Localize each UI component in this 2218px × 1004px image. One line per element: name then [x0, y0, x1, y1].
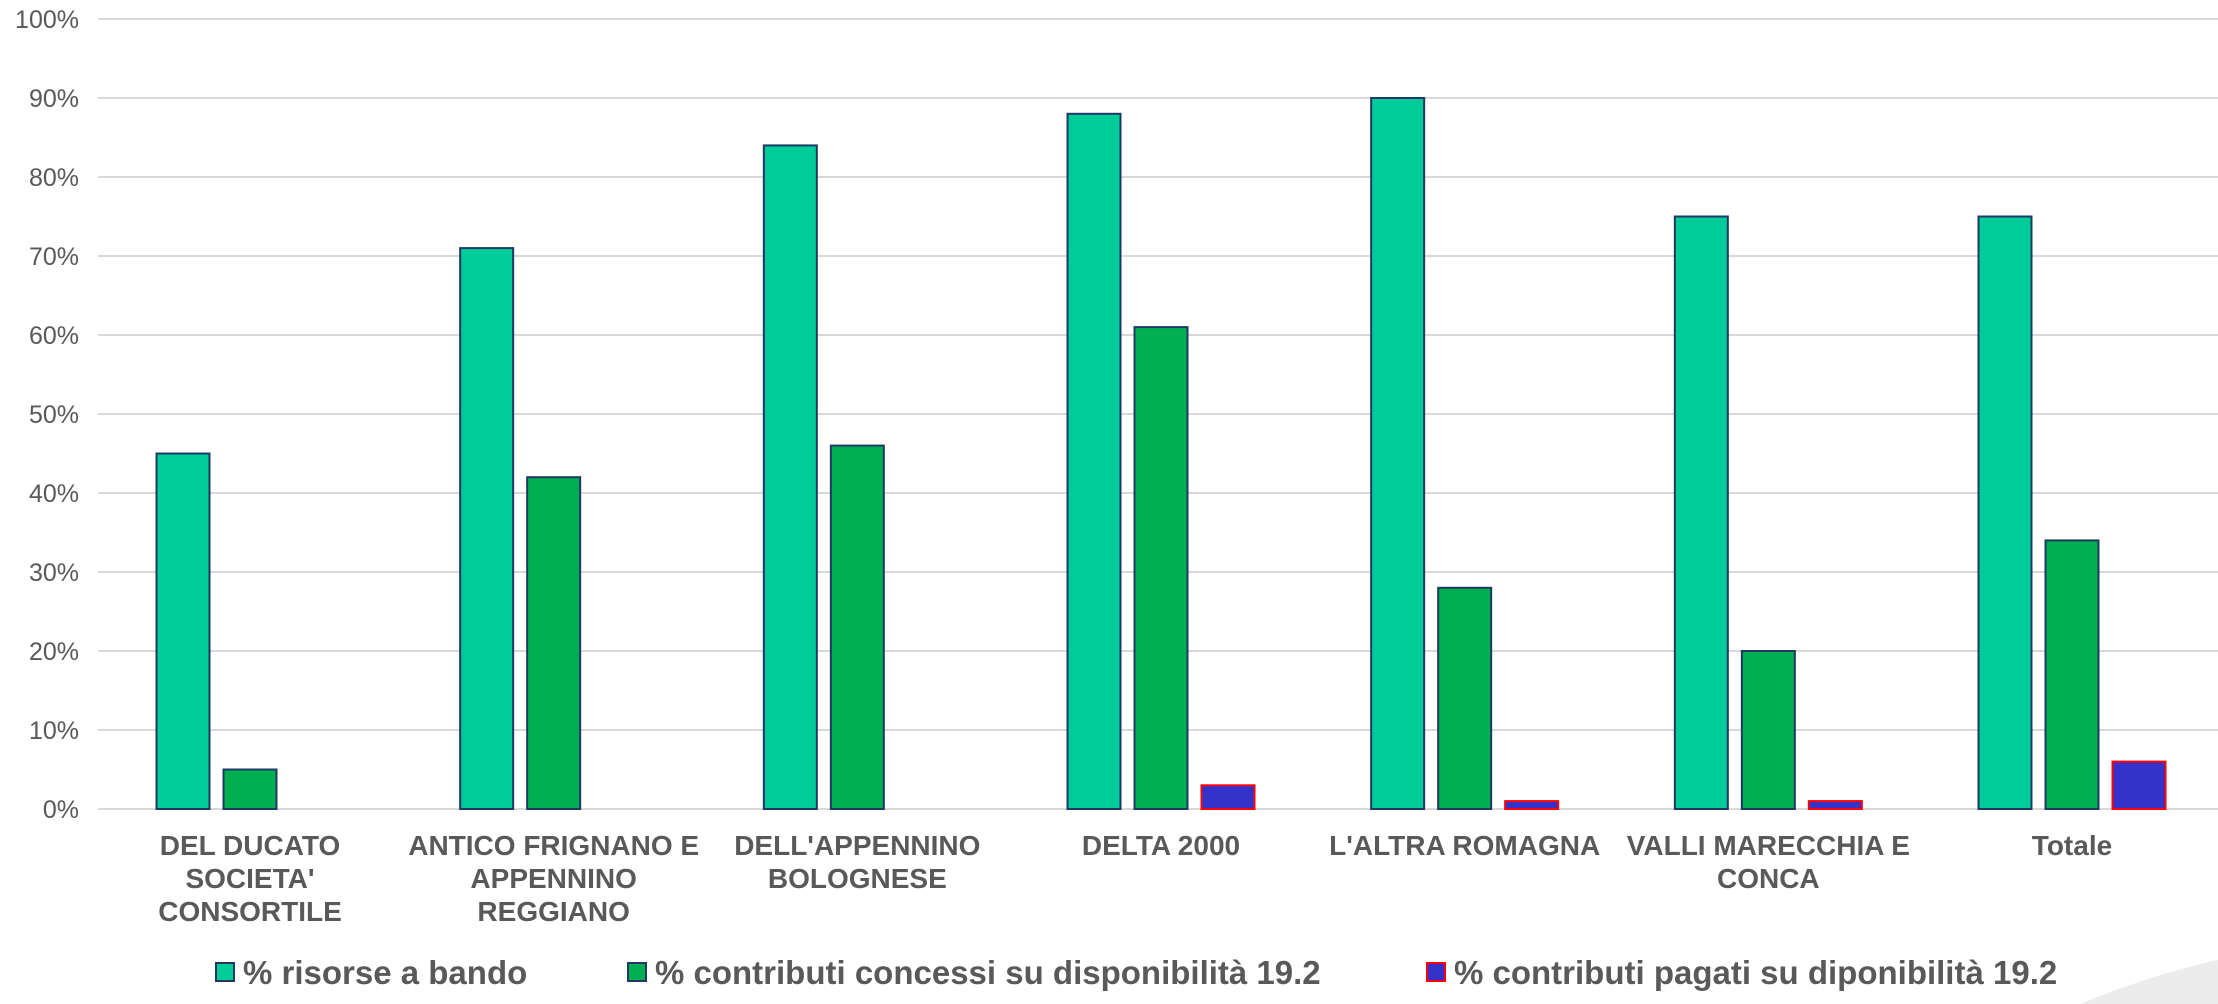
bar-1-3: [764, 145, 817, 809]
y-tick-label: 50%: [29, 401, 79, 429]
legend-swatch-3: [1427, 963, 1445, 981]
legend-label-3: % contributi pagati su diponibilità 19.2: [1454, 954, 2057, 991]
legend-label-1: % risorse a bando: [243, 954, 527, 991]
corner-decoration: [2080, 960, 2218, 1004]
x-tick-label: DELTA 2000: [1082, 830, 1240, 861]
bar-3-7: [2113, 762, 2166, 809]
bar-1-7: [1979, 217, 2032, 810]
y-tick-label: 90%: [29, 85, 79, 113]
bar-1-4: [1068, 114, 1121, 809]
y-tick-label: 70%: [29, 243, 79, 271]
bar-3-4: [1202, 785, 1255, 809]
x-tick-label: Totale: [2032, 830, 2112, 861]
bar-1-5: [1371, 98, 1424, 809]
bar-1-6: [1675, 217, 1728, 810]
x-tick-label: L'ALTRA ROMAGNA: [1329, 830, 1600, 861]
bar-2-3: [831, 446, 884, 809]
bar-2-2: [527, 477, 580, 809]
bar-2-5: [1438, 588, 1491, 809]
bar-2-7: [2046, 540, 2099, 809]
y-axis: 0% 10% 20% 30% 40% 50% 60% 70% 80% 90% 100%: [15, 6, 79, 824]
bar-2-6: [1742, 651, 1795, 809]
y-tick-label: 80%: [29, 164, 79, 192]
y-tick-label: 40%: [29, 480, 79, 508]
y-tick-label: 0%: [43, 796, 79, 824]
bar-1-1: [157, 454, 210, 810]
x-tick-label: VALLI MARECCHIA E CONCA: [1627, 830, 1910, 894]
x-axis: DEL DUCATO SOCIETA' CONSORTILE ANTICO FRIGN…: [158, 830, 2112, 927]
x-tick-label: DELL'APPENNINO BOLOGNESE: [734, 830, 980, 894]
legend: % risorse a bando % contributi concessi s…: [216, 954, 2057, 991]
y-tick-label: 20%: [29, 638, 79, 666]
legend-swatch-2: [628, 963, 646, 981]
x-tick-label: ANTICO FRIGNANO E APPENNINO REGGIANO: [408, 830, 699, 927]
legend-label-2: % contributi concessi su disponibilità 1…: [655, 954, 1321, 991]
legend-swatch-1: [216, 963, 234, 981]
x-tick-label: DEL DUCATO SOCIETA' CONSORTILE: [158, 830, 342, 927]
y-tick-label: 60%: [29, 322, 79, 350]
bar-2-1: [224, 770, 277, 810]
y-tick-label: 10%: [29, 717, 79, 745]
y-tick-label: 100%: [15, 6, 79, 34]
y-tick-label: 30%: [29, 559, 79, 587]
bar-3-6: [1809, 801, 1862, 809]
bar-2-4: [1135, 327, 1188, 809]
bar-1-2: [460, 248, 513, 809]
bar-3-5: [1505, 801, 1558, 809]
bars: [157, 98, 2166, 809]
